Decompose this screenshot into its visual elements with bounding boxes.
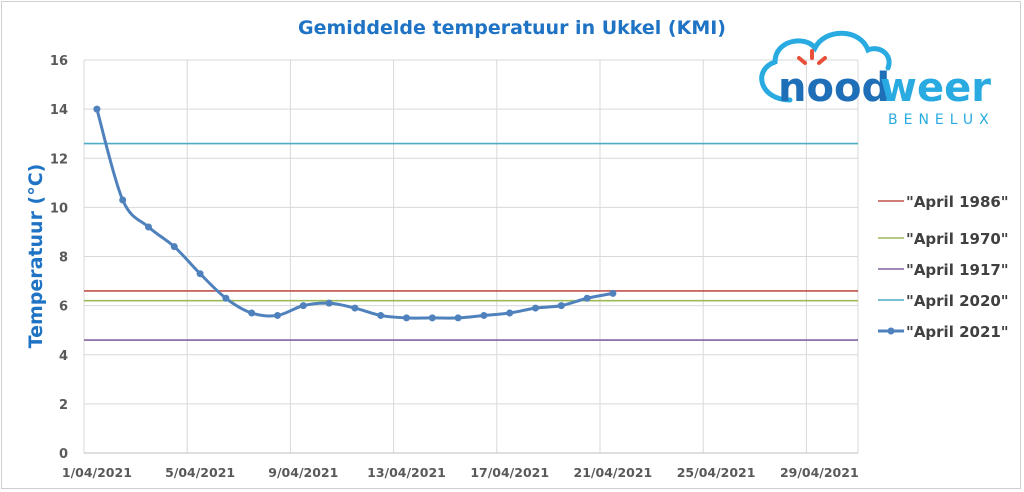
data-point	[506, 309, 514, 317]
logo-text-dark: nood	[778, 65, 890, 111]
chart-title: Gemiddelde temperatuur in Ukkel (KMI)	[298, 17, 726, 39]
data-point	[325, 299, 333, 307]
legend-label: "April 1970"	[906, 230, 1009, 248]
x-tick-label: 29/04/2021	[780, 465, 859, 480]
data-point	[248, 309, 256, 317]
x-tick-label: 17/04/2021	[470, 465, 549, 480]
data-point	[454, 314, 462, 322]
logo-text-light: weer	[880, 65, 991, 111]
y-tick-label: 6	[59, 300, 68, 315]
y-tick-label: 10	[50, 201, 68, 216]
logo-subtext: BENELUX	[888, 112, 995, 128]
data-point	[145, 223, 152, 231]
legend-label: "April 2020"	[906, 292, 1009, 310]
x-tick-label: 9/04/2021	[268, 465, 338, 480]
y-tick-label: 8	[59, 251, 68, 266]
y-tick-label: 2	[59, 398, 68, 413]
legend-label: "April 2021"	[906, 323, 1009, 341]
data-point	[583, 294, 591, 302]
data-point	[196, 270, 204, 278]
legend-label: "April 1917"	[906, 261, 1009, 279]
logo: nood weer BENELUX	[759, 30, 995, 128]
data-point	[609, 289, 617, 297]
data-point	[222, 294, 230, 302]
data-point	[119, 196, 127, 204]
y-tick-label: 14	[50, 103, 68, 118]
logo-cloud	[759, 30, 892, 103]
data-point	[351, 304, 359, 312]
data-point	[403, 314, 410, 322]
data-point	[93, 105, 101, 113]
x-tick-label: 21/04/2021	[574, 465, 653, 480]
data-point	[480, 311, 488, 319]
y-axis-label: Temperatuur (°C)	[25, 164, 47, 349]
x-tick-label: 25/04/2021	[677, 465, 756, 480]
y-tick-label: 12	[50, 152, 68, 167]
data-point	[274, 311, 281, 319]
data-point	[428, 314, 436, 322]
data-point	[532, 304, 539, 312]
data-point	[170, 243, 178, 251]
data-point	[377, 311, 385, 319]
y-tick-label: 16	[50, 54, 68, 69]
y-tick-label: 0	[59, 447, 68, 462]
x-tick-label: 1/04/2021	[62, 465, 132, 480]
logo-sun-rays	[797, 49, 827, 65]
series-line-4	[95, 108, 614, 320]
data-point	[299, 302, 307, 310]
data-point	[557, 302, 565, 310]
legend-marker	[887, 327, 895, 335]
x-tick-label: 5/04/2021	[165, 465, 235, 480]
y-tick-label: 4	[59, 349, 68, 364]
x-tick-label: 13/04/2021	[367, 465, 446, 480]
legend-label: "April 1986"	[906, 193, 1009, 211]
